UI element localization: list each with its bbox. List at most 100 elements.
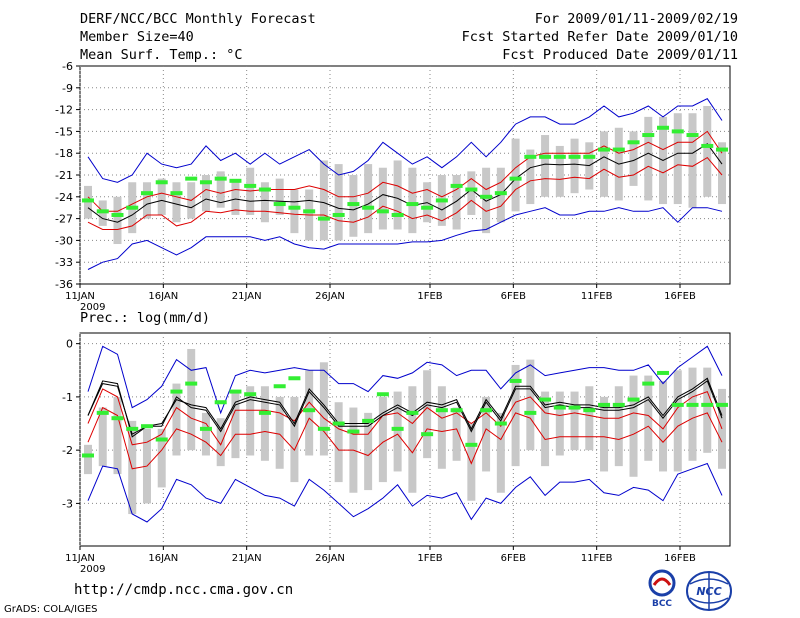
forecast-marker: [140, 424, 153, 429]
ensemble-box: [113, 196, 122, 245]
x-tick-label: 11FEB: [581, 553, 613, 564]
forecast-marker: [421, 205, 434, 210]
forecast-marker: [435, 198, 448, 203]
ensemble-box: [482, 167, 491, 234]
forecast-marker: [317, 426, 330, 431]
ensemble-box: [408, 167, 417, 234]
ensemble-box: [437, 386, 446, 469]
forecast-marker: [185, 176, 198, 181]
ensemble-box: [452, 175, 461, 230]
series-ensemble-mean: [87, 143, 723, 223]
forecast-marker: [347, 429, 360, 434]
forecast-marker: [214, 400, 227, 405]
forecast-marker: [199, 426, 212, 431]
forecast-marker: [598, 147, 611, 152]
ensemble-box: [585, 386, 594, 451]
ncc-logo: NCC: [686, 571, 732, 611]
y-tick-label: -1: [62, 391, 73, 404]
forecast-marker: [347, 202, 360, 207]
y-tick-label: -15: [55, 125, 73, 138]
forecast-marker: [553, 405, 566, 410]
series-upper: [87, 130, 723, 212]
ensemble-box: [334, 164, 343, 241]
forecast-marker: [214, 176, 227, 181]
forecast-marker: [332, 212, 345, 217]
forecast-marker: [111, 416, 124, 421]
ensemble-box: [423, 370, 432, 459]
forecast-marker: [598, 402, 611, 407]
forecast-marker: [199, 180, 212, 185]
ensemble-box: [644, 116, 653, 201]
ensemble-box: [246, 386, 255, 456]
ensemble-box: [98, 407, 107, 467]
x-tick-label: 16JAN: [148, 553, 178, 564]
forecast-marker: [126, 426, 139, 431]
header-left: DERF/NCC/BCC Monthly Forecast Member Size…: [80, 10, 316, 64]
ensemble-box: [629, 131, 638, 186]
x-tick-label: 6FEB: [501, 291, 526, 302]
forecast-marker: [524, 154, 537, 159]
ensemble-box: [275, 178, 284, 215]
ensemble-box: [157, 428, 166, 488]
forecast-marker: [553, 154, 566, 159]
forecast-marker: [465, 442, 478, 447]
forecast-marker: [229, 389, 242, 394]
bcc-logo-arc: [652, 577, 672, 586]
forecast-marker: [111, 212, 124, 217]
forecast-marker: [288, 376, 301, 381]
forecast-marker: [642, 133, 655, 138]
forecast-marker: [288, 205, 301, 210]
forecast-marker: [244, 392, 257, 397]
x-tick-label: 11JAN: [65, 553, 95, 564]
x-tick-label: 16FEB: [664, 553, 696, 564]
forecast-period: For 2009/01/11-2009/02/19: [534, 11, 738, 27]
series-lower: [87, 406, 723, 470]
ensemble-box: [187, 348, 196, 451]
ensemble-box: [673, 370, 682, 472]
forecast-marker: [244, 183, 257, 188]
x-tick-label: 1FEB: [417, 553, 442, 564]
forecast-marker: [583, 408, 596, 413]
forecast-marker: [657, 370, 670, 375]
ensemble-box: [600, 396, 609, 472]
forecast-marker: [494, 191, 507, 196]
forecast-marker: [170, 389, 183, 394]
ensemble-box: [393, 391, 402, 472]
forecast-marker: [627, 140, 640, 145]
forecast-marker: [140, 191, 153, 196]
forecast-marker: [82, 198, 94, 203]
forecast-marker: [185, 381, 198, 386]
forecast-marker: [229, 178, 242, 183]
forecast-marker: [539, 397, 552, 402]
forecast-marker: [258, 187, 271, 192]
precip-title: Prec.: log(mm/d): [80, 310, 210, 326]
forecast-marker: [303, 408, 316, 413]
forecast-marker: [568, 405, 581, 410]
ensemble-box: [319, 160, 328, 241]
series-ensemble-max: [87, 345, 723, 415]
ensemble-box: [260, 182, 269, 223]
member-size: Member Size=40: [80, 29, 194, 45]
forecast-marker: [258, 410, 271, 415]
forecast-marker: [524, 410, 537, 415]
forecast-marker: [273, 384, 286, 389]
x-tick-label: 21JAN: [232, 291, 262, 302]
ensemble-box: [142, 182, 151, 219]
forecast-marker: [155, 180, 168, 185]
chart-title: DERF/NCC/BCC Monthly Forecast: [80, 11, 316, 27]
ensemble-box: [688, 367, 697, 461]
forecast-marker: [362, 418, 375, 423]
forecast-produced: Fcst Produced Date 2009/01/11: [502, 47, 738, 63]
ensemble-box: [541, 135, 550, 197]
forecast-marker: [82, 453, 94, 458]
forecast-marker: [494, 421, 507, 426]
series-lower: [87, 156, 723, 230]
ensemble-box: [555, 391, 564, 456]
y-tick-label: -18: [55, 147, 73, 160]
source-url[interactable]: http://cmdp.ncc.cma.gov.cn: [74, 582, 294, 598]
x-tick-label: 26JAN: [315, 553, 345, 564]
ensemble-box: [526, 149, 535, 205]
y-tick-label: -12: [55, 104, 73, 117]
